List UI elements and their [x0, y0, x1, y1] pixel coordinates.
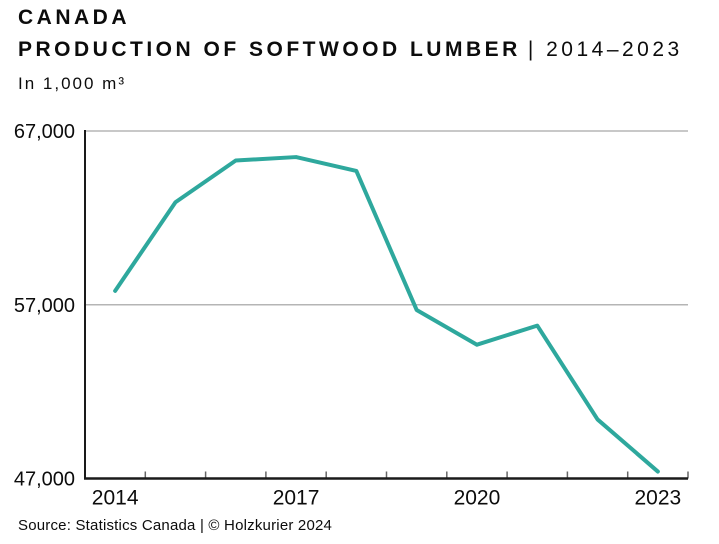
x-tick-label: 2017: [273, 487, 320, 510]
chart-title-period: | 2014–2023: [527, 38, 683, 61]
chart-country-title: CANADA: [18, 6, 130, 29]
y-tick-label: 67,000: [14, 121, 75, 143]
chart-title-main: PRODUCTION OF SOFTWOOD LUMBER: [18, 38, 521, 61]
y-tick-label: 57,000: [14, 295, 75, 317]
y-tick-label: 47,000: [14, 469, 75, 491]
chart-title: PRODUCTION OF SOFTWOOD LUMBER | 2014–2023: [18, 38, 683, 62]
x-tick-label: 2023: [634, 487, 681, 510]
source-note: Source: Statistics Canada | © Holzkurier…: [18, 517, 333, 534]
production-line: [113, 155, 660, 474]
chart-unit-label: In 1,000 m³: [18, 74, 126, 93]
x-tick-label: 2020: [454, 487, 501, 510]
x-tick-label: 2014: [92, 487, 139, 510]
